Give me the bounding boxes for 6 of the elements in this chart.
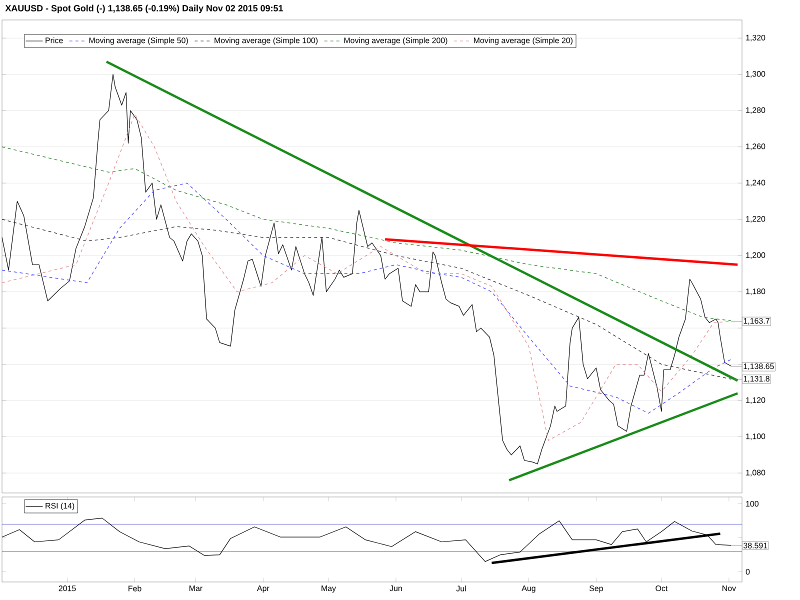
- line-series: [2, 219, 732, 380]
- line-series: [2, 182, 732, 414]
- chart-title: XAUUSD - Spot Gold (-) 1,138.65 (-0.19%) Daily Nov 02 2015 09:51: [5, 4, 283, 14]
- line-series: [2, 74, 732, 464]
- line-series: [2, 146, 732, 322]
- line-series: [2, 114, 732, 441]
